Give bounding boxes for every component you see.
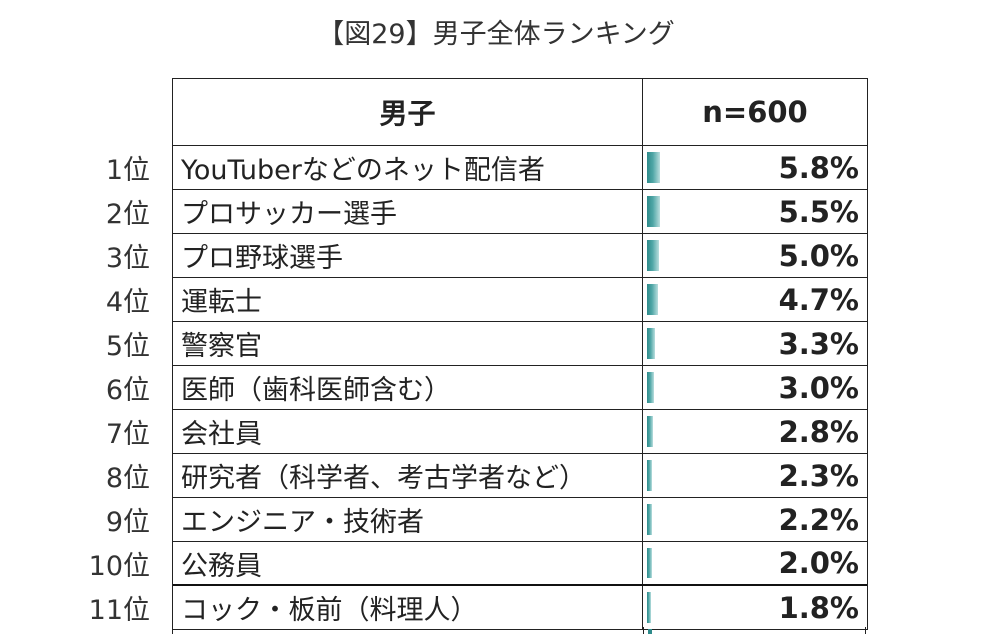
- data-bar: [647, 328, 655, 359]
- table-row: コック・板前（料理人） 1.8%: [173, 586, 867, 630]
- job-label: YouTuberなどのネット配信者: [173, 146, 643, 189]
- table-row: プロサッカー選手 5.5%: [173, 190, 867, 234]
- job-label: プロ野球選手: [173, 234, 643, 277]
- data-bar: [647, 504, 653, 535]
- table-row: プロ野球選手 5.0%: [173, 234, 867, 278]
- rank-label: 3位: [105, 242, 150, 274]
- rank-label: 11位: [88, 594, 150, 626]
- job-label: 運転士: [173, 278, 643, 321]
- table-row: 公務員 2.0%: [173, 542, 867, 586]
- data-bar: [647, 460, 653, 491]
- table-row: 警察官 3.3%: [173, 322, 867, 366]
- rank-label: 8位: [105, 462, 150, 494]
- table-continuation: [172, 627, 866, 634]
- rank-label: 10位: [88, 550, 150, 582]
- value-cell: 3.0%: [643, 366, 867, 409]
- data-label: 1.8%: [778, 590, 859, 625]
- job-label: コック・板前（料理人）: [173, 586, 643, 629]
- data-label: 4.7%: [778, 282, 859, 317]
- data-label: 2.2%: [778, 502, 859, 537]
- next-bar-stub: [648, 629, 652, 634]
- job-label: 公務員: [173, 542, 643, 584]
- rank-column: 1位 2位 3位 4位 5位 6位 7位 8位 9位 10位 11位: [70, 145, 150, 629]
- data-label: 2.0%: [778, 546, 859, 580]
- table-row: YouTuberなどのネット配信者 5.8%: [173, 146, 867, 190]
- job-label: 警察官: [173, 322, 643, 365]
- table-row: 運転士 4.7%: [173, 278, 867, 322]
- rank-label: 6位: [105, 374, 150, 406]
- rank-label: 4位: [105, 286, 150, 318]
- job-label: 医師（歯科医師含む）: [173, 366, 643, 409]
- ranking-table: 男子 n=600 YouTuberなどのネット配信者 5.8% プロサッカー選手 5.…: [172, 78, 868, 630]
- value-cell: 5.8%: [643, 146, 867, 189]
- data-bar: [647, 152, 661, 183]
- table-row: 会社員 2.8%: [173, 410, 867, 454]
- data-label: 2.8%: [778, 414, 859, 449]
- value-cell: 2.2%: [643, 498, 867, 541]
- value-cell: 4.7%: [643, 278, 867, 321]
- table-header-row: 男子 n=600: [173, 79, 867, 146]
- job-label: エンジニア・技術者: [173, 498, 643, 541]
- value-cell: 3.3%: [643, 322, 867, 365]
- data-bar: [647, 240, 659, 271]
- rank-label: 5位: [105, 330, 150, 362]
- data-bar: [647, 372, 654, 403]
- data-bar: [647, 196, 660, 227]
- rank-label: 2位: [105, 198, 150, 230]
- data-bar: [647, 284, 658, 315]
- table-row: 研究者（科学者、考古学者など） 2.3%: [173, 454, 867, 498]
- rank-label: 1位: [105, 154, 150, 186]
- value-cell: 2.8%: [643, 410, 867, 453]
- value-cell: 5.5%: [643, 190, 867, 233]
- data-bar: [647, 592, 652, 623]
- column-divider: [643, 627, 644, 634]
- rank-label: 9位: [105, 506, 150, 538]
- job-label: 会社員: [173, 410, 643, 453]
- header-category: 男子: [173, 79, 643, 145]
- job-label: 研究者（科学者、考古学者など）: [173, 454, 643, 497]
- rank-label: 7位: [105, 418, 150, 450]
- data-label: 3.3%: [778, 326, 859, 361]
- data-label: 2.3%: [778, 458, 859, 493]
- header-sample-size: n=600: [702, 95, 808, 129]
- value-cell: 2.3%: [643, 454, 867, 497]
- data-bar: [647, 416, 654, 447]
- data-bar: [647, 548, 652, 578]
- data-label: 5.5%: [778, 194, 859, 229]
- chart-title: 【図29】男子全体ランキング: [317, 19, 675, 50]
- value-cell: 5.0%: [643, 234, 867, 277]
- table-row: 医師（歯科医師含む） 3.0%: [173, 366, 867, 410]
- value-cell: 2.0%: [643, 542, 867, 584]
- data-label: 3.0%: [778, 370, 859, 405]
- job-label: プロサッカー選手: [173, 190, 643, 233]
- data-label: 5.8%: [778, 150, 859, 185]
- value-cell: 1.8%: [643, 586, 867, 629]
- table-row: エンジニア・技術者 2.2%: [173, 498, 867, 542]
- data-label: 5.0%: [778, 238, 859, 273]
